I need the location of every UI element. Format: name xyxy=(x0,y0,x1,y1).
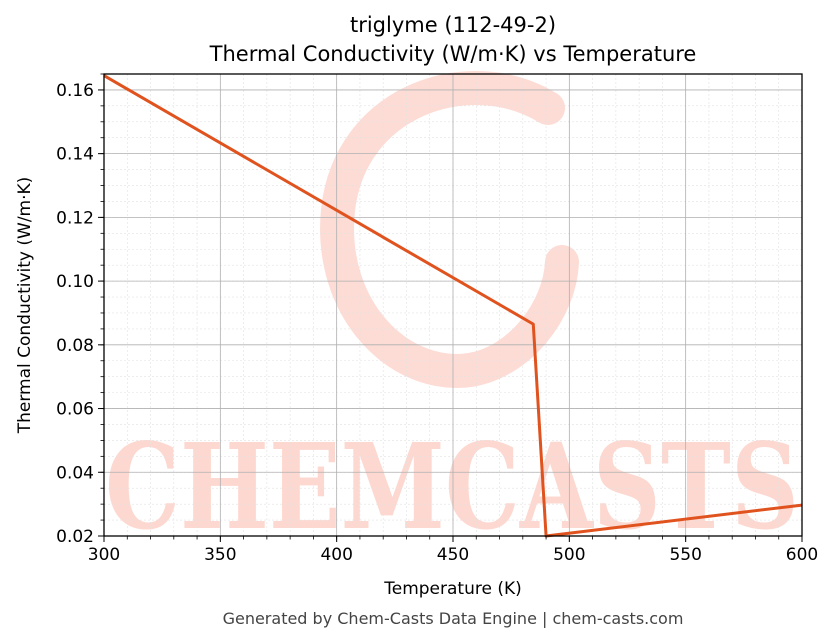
y-axis-label: Thermal Conductivity (W/m·K) xyxy=(15,177,35,435)
x-tick-label: 400 xyxy=(320,545,352,565)
y-tick-label: 0.14 xyxy=(56,145,94,165)
watermark-logo-arc xyxy=(320,71,579,388)
y-tick-label: 0.04 xyxy=(56,463,94,483)
x-tick-label: 350 xyxy=(204,545,236,565)
y-tick-label: 0.08 xyxy=(56,336,94,356)
axis-ticks xyxy=(98,73,803,542)
watermark: CHEMCASTS xyxy=(105,71,799,556)
chart-title: triglyme (112-49-2) xyxy=(350,13,556,37)
series-line xyxy=(103,74,803,538)
chart-subtitle: Thermal Conductivity (W/m·K) vs Temperat… xyxy=(209,42,697,66)
footer-credit: Generated by Chem-Casts Data Engine | ch… xyxy=(223,609,684,628)
x-axis-label: Temperature (K) xyxy=(383,579,522,599)
y-tick-label: 0.02 xyxy=(56,527,94,547)
x-tick-label: 600 xyxy=(786,545,818,565)
x-tick-labels: 300 350 400 450 500 550 600 xyxy=(88,545,818,565)
x-tick-label: 450 xyxy=(437,545,469,565)
y-tick-labels: 0.02 0.04 0.06 0.08 0.10 0.12 0.14 0.16 xyxy=(56,81,94,547)
y-tick-label: 0.10 xyxy=(56,272,94,292)
y-tick-label: 0.12 xyxy=(56,208,94,228)
x-tick-label: 300 xyxy=(88,545,120,565)
x-tick-label: 500 xyxy=(553,545,585,565)
x-tick-label: 550 xyxy=(669,545,701,565)
y-tick-label: 0.06 xyxy=(56,400,94,420)
series-layer xyxy=(103,74,803,538)
y-tick-label: 0.16 xyxy=(56,81,94,101)
watermark-text: CHEMCASTS xyxy=(105,417,799,556)
